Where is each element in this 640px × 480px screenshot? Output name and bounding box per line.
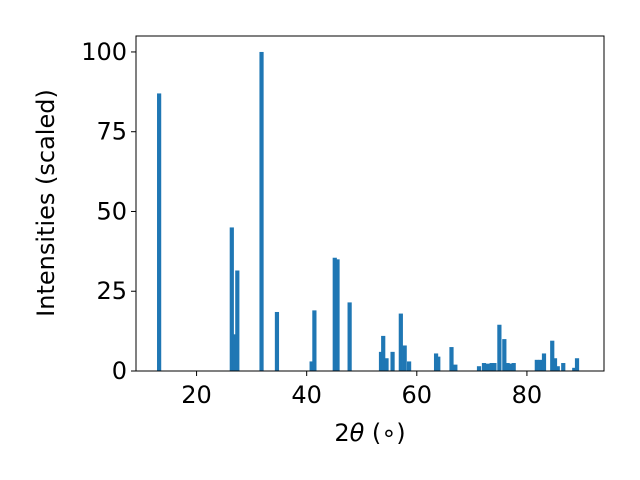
bar (481, 363, 487, 371)
bar (378, 351, 384, 371)
bar (381, 335, 386, 371)
y-axis-ticks: 0 25 50 75 100 (81, 38, 136, 385)
x-axis-label-suffix: (∘) (364, 419, 405, 447)
bar (511, 363, 516, 371)
bar (492, 363, 497, 371)
bar (398, 313, 403, 371)
bar (259, 51, 264, 371)
x-axis-ticks: 20 40 60 80 (181, 371, 542, 409)
plot-frame (135, 35, 605, 372)
bar (402, 345, 407, 371)
bar (552, 358, 558, 371)
bar (449, 347, 454, 371)
y-axis-label: Intensities (scaled) (32, 89, 60, 317)
bar (538, 359, 543, 371)
bar (406, 361, 412, 371)
bar (453, 364, 458, 371)
y-tick-label: 75 (96, 118, 127, 146)
bar (235, 270, 240, 371)
bar (232, 334, 237, 371)
bar (332, 257, 337, 371)
y-tick-label: 0 (112, 357, 127, 385)
bar (508, 363, 514, 371)
x-axis-label-prefix: 2 (334, 419, 349, 447)
bar (436, 356, 441, 371)
bar (309, 361, 314, 371)
bar (561, 363, 566, 371)
x-axis-label-symbol: θ (350, 419, 365, 447)
bar (502, 339, 507, 371)
bar (574, 358, 580, 371)
bars-group (157, 51, 580, 372)
bar (550, 340, 555, 371)
x-tick-label: 80 (512, 381, 543, 409)
bar (312, 310, 317, 371)
bar (229, 227, 234, 371)
x-axis-label: 2θ (∘) (334, 419, 405, 447)
bar (390, 351, 395, 371)
x-tick-label: 60 (402, 381, 433, 409)
bar (476, 366, 482, 371)
bar (489, 363, 494, 371)
bar (541, 353, 547, 371)
bar (335, 259, 340, 371)
bar (433, 353, 439, 371)
bar (157, 93, 162, 372)
bar (555, 366, 560, 371)
x-tick-label: 40 (291, 381, 322, 409)
bar (274, 311, 280, 371)
x-tick-label: 20 (181, 381, 212, 409)
bar (485, 363, 490, 371)
bar (347, 302, 352, 371)
bar (572, 367, 577, 371)
bar (384, 358, 389, 371)
bar (534, 359, 539, 371)
y-tick-label: 100 (81, 38, 127, 66)
bar (497, 324, 502, 371)
y-tick-label: 25 (96, 277, 127, 305)
bar (505, 363, 510, 371)
y-tick-label: 50 (96, 197, 127, 225)
